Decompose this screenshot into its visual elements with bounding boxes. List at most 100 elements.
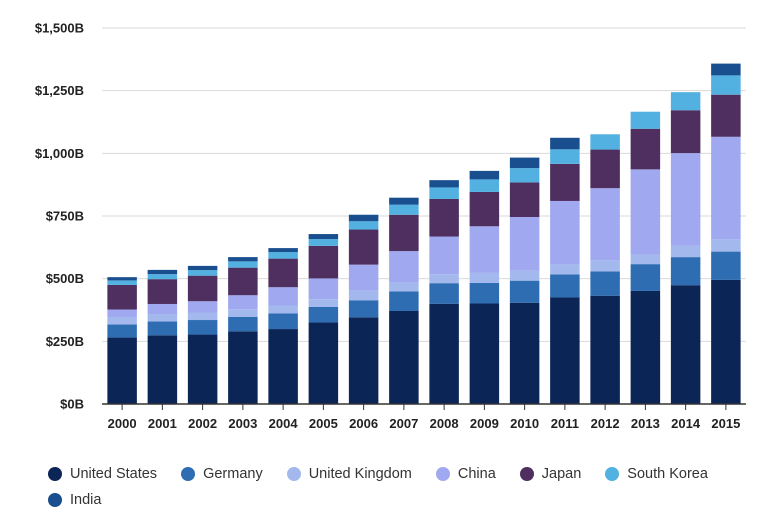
legend-swatch <box>605 467 620 481</box>
x-axis-ticks: 2000 2001 2002 2003 2004 2005 2006 2007 2008 2009… <box>102 403 746 431</box>
legend-swatch <box>48 467 62 481</box>
bar-segment <box>630 128 661 170</box>
bar-segment <box>107 324 137 338</box>
x-tick-label: 2001 <box>148 416 177 431</box>
bar-segment <box>389 251 419 283</box>
legend-swatch <box>286 467 301 481</box>
bar-segment <box>429 198 459 237</box>
x-tick-label: 2005 <box>309 416 338 431</box>
bar-segment <box>509 270 540 281</box>
bar-segment <box>469 191 500 227</box>
legend-label: Japan <box>541 466 582 482</box>
bar-segment <box>429 187 459 199</box>
bar-segment <box>107 277 137 281</box>
bar-segment <box>630 169 661 255</box>
bar-segment <box>469 272 500 283</box>
bar-segment <box>590 188 620 261</box>
bar-segment <box>187 265 218 271</box>
x-tick-label: 2009 <box>470 416 499 431</box>
legend-item[interactable]: United Kingdom <box>286 464 412 484</box>
bar-segment <box>348 290 379 301</box>
bar-segment <box>550 200 580 265</box>
bar-segment <box>228 261 258 268</box>
bar-segment <box>630 254 661 265</box>
legend-item[interactable]: India <box>48 490 101 510</box>
bar-segment <box>630 290 661 404</box>
bar-segment <box>107 309 137 318</box>
bar-segment <box>268 287 298 306</box>
bar-segment <box>147 314 178 322</box>
bar-segment <box>187 301 218 313</box>
bar-segment <box>590 134 620 150</box>
bar-segment <box>429 303 459 404</box>
bar-segment <box>630 264 661 291</box>
y-tick-label: $1,250B <box>35 83 84 98</box>
bar-segment <box>228 316 258 332</box>
legend-item[interactable]: United States <box>48 464 157 484</box>
bar-segment <box>711 136 741 240</box>
legend-swatch <box>519 467 534 481</box>
bar-segment <box>469 282 500 304</box>
bar-segment <box>348 317 379 404</box>
x-tick-label: 2015 <box>711 416 740 431</box>
bar-segment <box>670 257 701 286</box>
bar-segment <box>469 303 500 404</box>
bar-segment <box>509 302 540 404</box>
y-tick-label: $0B <box>60 397 84 412</box>
bar-segment <box>147 335 178 404</box>
bar-segment <box>389 291 419 312</box>
bar-segment <box>348 214 379 222</box>
bar-segment <box>187 334 218 404</box>
legend-label: United Kingdom <box>308 466 412 482</box>
x-tick-label: 2002 <box>188 416 217 431</box>
bars <box>107 63 741 404</box>
bar-segment <box>509 168 540 183</box>
bar-segment <box>147 279 178 304</box>
legend-label: India <box>70 492 102 508</box>
bar-segment <box>348 300 379 318</box>
x-tick-label: 2011 <box>551 416 579 431</box>
x-tick-label: 2000 <box>108 416 137 431</box>
x-tick-label: 2006 <box>349 416 378 431</box>
bar-segment <box>711 251 741 280</box>
bar-segment <box>228 309 258 317</box>
bar-segment <box>670 285 701 404</box>
bar-segment <box>308 245 339 279</box>
bar-segment <box>550 297 580 404</box>
bar-segment <box>550 149 580 164</box>
bar-segment <box>147 321 178 336</box>
x-tick-label: 2004 <box>269 416 299 431</box>
legend-swatch <box>181 467 196 481</box>
legend-item[interactable]: Germany <box>181 464 263 484</box>
x-tick-label: 2012 <box>591 416 620 431</box>
bar-segment <box>670 153 701 246</box>
legend-item[interactable]: China <box>435 464 496 484</box>
bar-segment <box>711 75 741 95</box>
legend-item[interactable]: South Korea <box>605 464 708 484</box>
legend-label: South Korea <box>627 466 708 482</box>
legend-item[interactable]: Japan <box>519 464 582 484</box>
y-tick-label: $1,000B <box>35 146 84 161</box>
stacked-bar-chart: $0B$250B$500B$750B$1,000B$1,250B$1,500B … <box>35 21 746 431</box>
legend-label: United States <box>70 466 158 482</box>
bar-segment <box>187 275 218 302</box>
bar-segment <box>308 239 339 246</box>
bar-segment <box>228 257 258 262</box>
bar-segment <box>429 283 459 304</box>
bar-segment <box>348 221 379 230</box>
bar-segment <box>590 271 620 296</box>
bar-segment <box>429 180 459 188</box>
bar-segment <box>308 299 339 307</box>
bar-segment <box>107 317 137 325</box>
bar-segment <box>670 110 701 154</box>
bar-segment <box>187 270 218 276</box>
bar-segment <box>670 92 701 111</box>
bar-segment <box>630 111 661 129</box>
bar-segment <box>348 229 379 265</box>
bar-segment <box>348 264 379 291</box>
bar-segment <box>107 280 137 285</box>
x-tick-label: 2010 <box>510 416 539 431</box>
bar-segment <box>550 163 580 201</box>
bar-segment <box>228 267 258 296</box>
bar-segment <box>550 274 580 298</box>
